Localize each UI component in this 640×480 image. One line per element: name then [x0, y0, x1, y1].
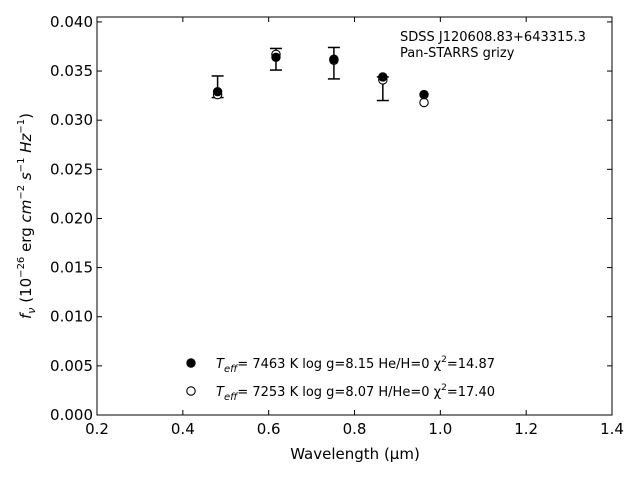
y-tick-label: 0.030 — [50, 111, 93, 129]
model-point-filled — [329, 54, 339, 64]
observed-errorbar — [418, 4, 430, 10]
x-tick-label: 0.8 — [343, 420, 367, 438]
model-point-open — [419, 97, 429, 108]
plot-area — [96, 16, 613, 416]
y-tick-label: 0.020 — [50, 209, 93, 227]
legend-entry-2: Teff= 7253 K log g=8.07 H/He=0 χ2=17.40 — [186, 383, 495, 403]
x-tick-label: 1.0 — [428, 420, 452, 438]
y-tick-label: 0.010 — [50, 308, 93, 326]
y-tick-label: 0.040 — [50, 13, 93, 31]
x-tick-label: 1.4 — [600, 420, 624, 438]
model-point-filled — [212, 86, 223, 97]
y-tick-label: 0.000 — [50, 406, 93, 424]
y-tick-label: 0.015 — [50, 259, 93, 277]
model-point-filled — [378, 72, 388, 82]
y-tick-label: 0.035 — [50, 62, 93, 80]
x-tick-label: 1.2 — [514, 420, 538, 438]
y-axis-label: fν (10−26 erg cm−2 s−1 Hz−1) — [16, 113, 38, 319]
model-point-filled — [419, 89, 429, 100]
y-tick-label: 0.005 — [50, 357, 93, 375]
y-tick-label: 0.025 — [50, 160, 93, 178]
x-axis-label: Wavelength (μm) — [290, 445, 420, 463]
legend-entry-1: Teff= 7463 K log g=8.15 He/H=0 χ2=14.87 — [186, 355, 495, 375]
annotation-photometry: Pan-STARRS grizy — [400, 46, 515, 61]
plot-frame — [96, 16, 613, 416]
svg-text:Teff= 7463 K log g=8.15 He/: Teff= 7463 K log g=8.15 He/H=0 χ2=14.87 — [216, 355, 495, 375]
legend-marker-filled — [186, 358, 196, 368]
x-tick-label: 0.2 — [85, 420, 109, 438]
svg-text:Teff= 7253 K log g=8.07 H/H: Teff= 7253 K log g=8.07 H/He=0 χ2=17.40 — [216, 383, 495, 403]
model-point-filled — [271, 52, 281, 62]
legend-marker-open — [186, 386, 196, 396]
x-tick-label: 0.6 — [257, 420, 281, 438]
x-tick-label: 0.4 — [171, 420, 195, 438]
annotation-object-name: SDSS J120608.83+643315.3 — [400, 30, 586, 45]
model-markers — [212, 49, 429, 108]
svg-text:fν (10−26 erg cm−2 s−1 Hz−1): fν (10−26 erg cm−2 s−1 Hz−1) — [16, 113, 38, 319]
legend: Teff= 7463 K log g=8.15 He/H=0 χ2=14.87 … — [186, 355, 495, 403]
axis-ticks: 0.2 0.4 0.6 0.8 1.0 1.2 1.4 0.000 0.005 0.010 0.01… — [50, 13, 624, 438]
observed-errorbars — [211, 4, 430, 102]
